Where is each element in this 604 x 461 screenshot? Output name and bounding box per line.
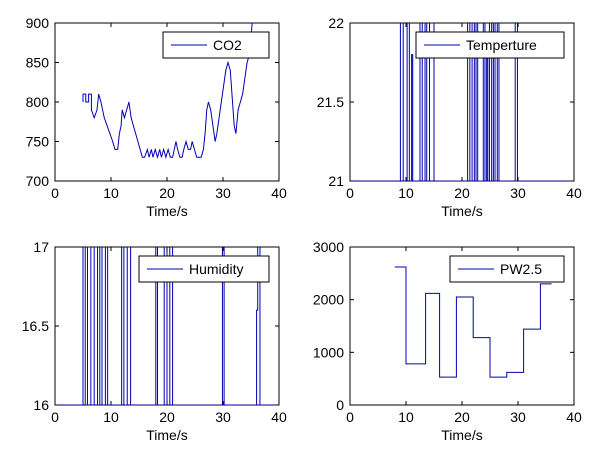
legend-label: Temperture bbox=[466, 37, 537, 53]
legend: CO2 bbox=[162, 31, 270, 59]
x-tick-label: 20 bbox=[159, 409, 175, 425]
x-tick-label: 10 bbox=[398, 185, 414, 201]
x-tick-label: 0 bbox=[346, 409, 354, 425]
series-line-co2 bbox=[82, 23, 253, 160]
x-tick-label: 20 bbox=[159, 185, 175, 201]
y-tick-label: 22 bbox=[328, 15, 344, 31]
subplot-1: 0 10 20 30 40 700 750 800 850 900 Time/s CO2 bbox=[26, 15, 287, 219]
y-tick-label: 17 bbox=[33, 239, 49, 255]
x-axis-label: Time/s bbox=[146, 427, 187, 443]
series-line-pw2-5 bbox=[394, 266, 552, 378]
x-tick-label: 40 bbox=[271, 409, 287, 425]
y-tick-label: 2000 bbox=[313, 292, 344, 308]
x-tick-label: 30 bbox=[215, 409, 231, 425]
x-axis-label: Time/s bbox=[441, 427, 482, 443]
x-tick-label: 40 bbox=[566, 409, 582, 425]
legend: PW2.5 bbox=[449, 255, 565, 283]
x-tick-label: 10 bbox=[103, 185, 119, 201]
x-tick-label: 30 bbox=[510, 409, 526, 425]
legend: Temperture bbox=[415, 31, 565, 59]
legend: Humidity bbox=[138, 255, 270, 283]
x-tick-label: 0 bbox=[51, 185, 59, 201]
subplot-3: 0 10 20 30 40 16 16.5 17 Time/s Humidity bbox=[22, 239, 287, 443]
y-tick-label: 900 bbox=[26, 15, 50, 31]
y-tick-label: 850 bbox=[26, 55, 50, 71]
y-tick-label: 1000 bbox=[313, 344, 344, 360]
x-tick-label: 20 bbox=[454, 185, 470, 201]
y-tick-label: 3000 bbox=[313, 239, 344, 255]
y-tick-label: 16 bbox=[33, 397, 49, 413]
subplot-4: 0 10 20 30 40 0 1000 2000 3000 Time/s PW2.5 bbox=[313, 239, 582, 443]
x-tick-label: 30 bbox=[215, 185, 231, 201]
x-tick-label: 40 bbox=[566, 185, 582, 201]
x-axis-label: Time/s bbox=[441, 203, 482, 219]
y-tick-label: 21 bbox=[328, 173, 344, 189]
y-tick-label: 21.5 bbox=[317, 94, 344, 110]
y-tick-label: 700 bbox=[26, 173, 50, 189]
y-tick-label: 800 bbox=[26, 94, 50, 110]
x-tick-label: 30 bbox=[510, 185, 526, 201]
y-tick-label: 16.5 bbox=[22, 318, 49, 334]
legend-label: PW2.5 bbox=[500, 261, 542, 277]
legend-label: Humidity bbox=[189, 261, 243, 277]
y-tick-label: 0 bbox=[336, 397, 344, 413]
x-tick-label: 20 bbox=[454, 409, 470, 425]
x-tick-label: 10 bbox=[398, 409, 414, 425]
series-line-humidity bbox=[55, 247, 279, 405]
x-axis-label: Time/s bbox=[146, 203, 187, 219]
subplot-2: 0 10 20 30 40 21 21.5 22 Time/s Temperture bbox=[317, 15, 582, 219]
legend-label: CO2 bbox=[213, 37, 242, 53]
x-tick-label: 10 bbox=[103, 409, 119, 425]
y-tick-label: 750 bbox=[26, 134, 50, 150]
x-tick-label: 40 bbox=[271, 185, 287, 201]
x-tick-label: 0 bbox=[346, 185, 354, 201]
x-tick-label: 0 bbox=[51, 409, 59, 425]
series-line-temperture bbox=[350, 23, 574, 181]
